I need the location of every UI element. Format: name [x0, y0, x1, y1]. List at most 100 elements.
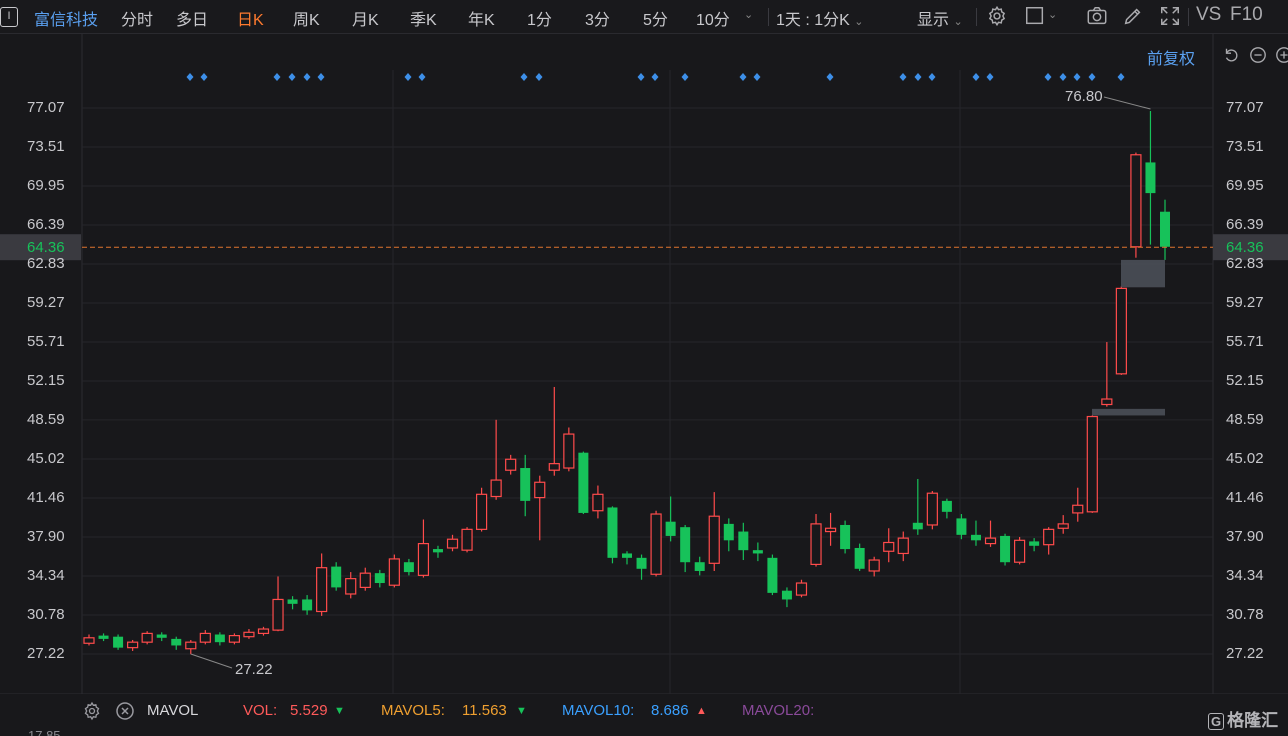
y-tick-label: 45.02 [1226, 450, 1264, 468]
tab-10min[interactable]: 10分 [696, 12, 730, 29]
reset-icon[interactable] [1222, 46, 1240, 64]
zoom-out-icon[interactable] [1249, 46, 1267, 64]
period-label: 1天 : 1分K [776, 12, 850, 29]
settings-gear-icon[interactable] [986, 5, 1008, 27]
indicator-name[interactable]: MAVOL [147, 702, 199, 719]
candle [446, 534, 459, 552]
display-menu[interactable]: 显示 ⌄ [917, 6, 963, 30]
candle-body [199, 632, 211, 643]
y-tick-label: 37.90 [1226, 528, 1264, 546]
event-marker-icon [1044, 73, 1052, 81]
event-marker-icon [739, 73, 747, 81]
tab-fenshi[interactable]: 分时 [121, 12, 154, 29]
candle [199, 630, 211, 645]
candle-body [1160, 211, 1170, 247]
candle [854, 543, 865, 571]
candle [956, 514, 967, 540]
candle [374, 569, 385, 588]
candle-body [185, 641, 197, 650]
f10-button[interactable]: F10 [1230, 4, 1263, 25]
event-marker-icon [972, 73, 980, 81]
price-gap-box [1121, 259, 1165, 288]
toolbar: I 富信科技 分时 多日 日K 周K 月K 季K 年K 1分 3分 5分 10分… [0, 0, 1288, 34]
tab-quarterly-k[interactable]: 季K [410, 12, 437, 29]
high-price-label: 76.80 [1065, 88, 1103, 105]
y-tick-label: 66.39 [27, 215, 65, 233]
candle [272, 576, 284, 632]
candle [520, 454, 531, 517]
y-tick-label: 48.59 [27, 410, 65, 428]
candle [287, 596, 298, 610]
fullscreen-icon[interactable] [1159, 5, 1181, 27]
candle [548, 386, 560, 476]
event-marker-icon [928, 73, 936, 81]
volume-axis-tick: 17.85 [28, 728, 61, 736]
period-selector[interactable]: 1天 : 1分K ⌄ [776, 6, 863, 30]
current-price-badge-left [0, 234, 81, 261]
up-arrow-icon: ▲ [696, 705, 707, 717]
price-gap-box [1092, 408, 1165, 416]
tab-weekly-k[interactable]: 周K [293, 12, 320, 29]
event-marker-icon [520, 73, 528, 81]
y-tick-label: 77.07 [1226, 99, 1264, 116]
tab-monthly-k[interactable]: 月K [352, 12, 379, 29]
candle [824, 512, 837, 546]
candle [461, 527, 473, 553]
candle [1013, 537, 1026, 565]
candle-body [941, 500, 952, 512]
event-marker-icon [535, 73, 543, 81]
candle [1145, 110, 1156, 245]
candle [257, 626, 270, 636]
divider [1188, 8, 1189, 26]
close-indicator-icon[interactable] [115, 701, 135, 721]
candle-body [171, 638, 182, 646]
chevron-down-icon[interactable]: ⌄ [744, 9, 754, 21]
candle-body [374, 573, 385, 584]
overlays: 64.36 64.36 76.80 27.22 [0, 88, 1288, 678]
candle-body [417, 542, 430, 576]
color-box-icon[interactable] [1024, 5, 1046, 27]
candle [650, 510, 662, 577]
candle [127, 639, 139, 651]
y-tick-label: 66.39 [1226, 215, 1264, 233]
candle-body [1029, 541, 1040, 546]
candle-body [1043, 528, 1055, 546]
tab-daily-k[interactable]: 日K [237, 12, 264, 29]
y-tick-label: 45.02 [27, 450, 65, 468]
candle-body [520, 468, 531, 501]
tab-5min[interactable]: 5分 [643, 12, 668, 29]
mavol10-label: MAVOL10: [562, 702, 635, 719]
candle-body [331, 566, 342, 588]
zoom-in-icon[interactable] [1275, 46, 1288, 64]
camera-icon[interactable] [1086, 5, 1108, 27]
candle [941, 498, 952, 519]
chevron-down-icon[interactable]: ⌄ [1048, 9, 1058, 21]
pencil-icon[interactable] [1122, 5, 1144, 27]
tab-duori[interactable]: 多日 [176, 12, 209, 29]
candle [417, 519, 430, 578]
candle-body [1101, 398, 1113, 406]
candle-body [970, 534, 981, 541]
tab-1min[interactable]: 1分 [527, 12, 552, 29]
candlestick-chart[interactable]: 64.36 64.36 76.80 27.22 [0, 34, 1288, 694]
y-tick-label: 69.95 [27, 176, 65, 194]
event-marker-icon [418, 73, 426, 81]
candle [738, 522, 749, 561]
candle-body [1013, 539, 1026, 563]
candle [1115, 286, 1127, 375]
tab-3min[interactable]: 3分 [585, 12, 610, 29]
candle [490, 419, 502, 500]
sidebar-toggle-icon[interactable]: I [0, 7, 18, 27]
indicator-settings-gear-icon[interactable] [82, 701, 102, 721]
event-marker-icon [1088, 73, 1096, 81]
stock-name[interactable]: 富信科技 [34, 12, 99, 29]
tab-yearly-k[interactable]: 年K [468, 12, 495, 29]
candle-body [461, 528, 473, 551]
candle-body [432, 549, 443, 553]
candle [185, 639, 197, 655]
vs-compare-button[interactable]: VS [1196, 4, 1222, 25]
y-tick-label: 55.71 [27, 332, 65, 350]
candle-body [548, 463, 560, 471]
candle [607, 506, 618, 564]
adjust-mode-selector[interactable]: 前复权 [1147, 51, 1196, 68]
